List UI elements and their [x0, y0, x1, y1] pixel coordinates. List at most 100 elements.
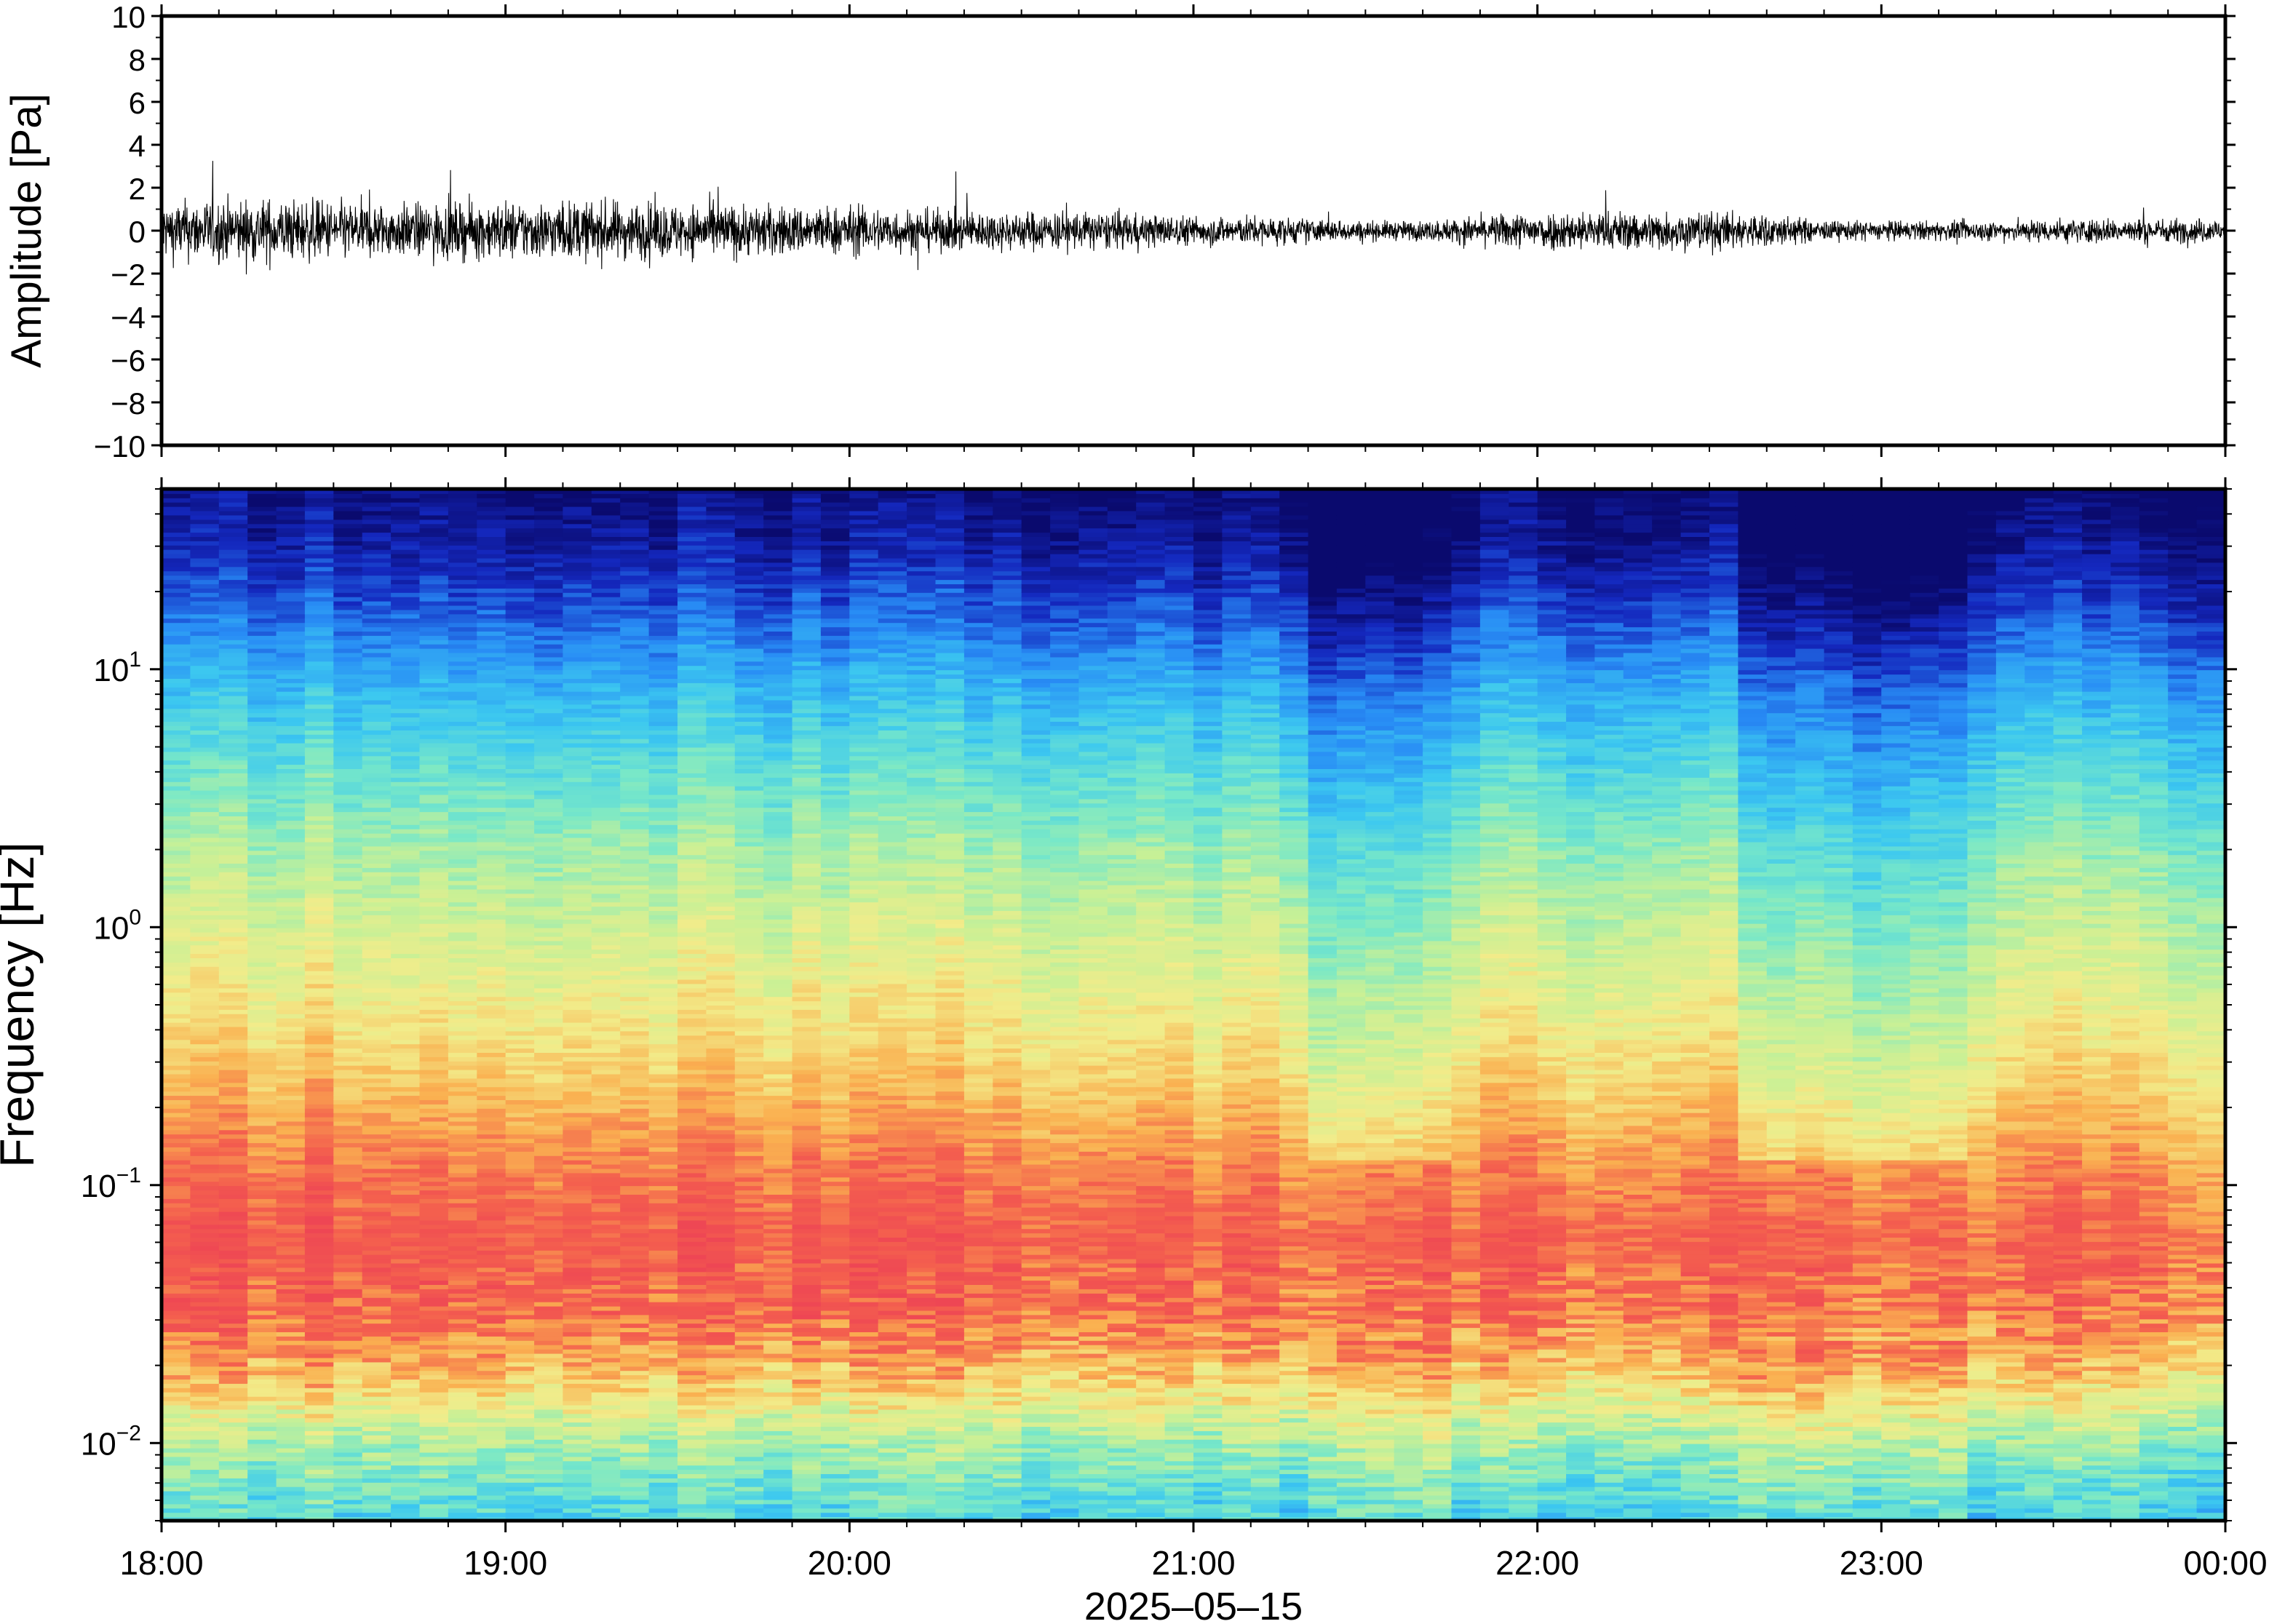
- spectrogram-cell: [534, 729, 564, 735]
- spectrogram-cell: [304, 811, 335, 816]
- spectrogram-cell: [247, 832, 277, 838]
- spectrogram-cell: [591, 1481, 621, 1487]
- spectrogram-cell: [505, 682, 536, 688]
- spectrogram-cell: [419, 747, 449, 752]
- spectrogram-cell: [534, 725, 564, 731]
- spectrogram-cell: [276, 1095, 306, 1100]
- spectrogram-cell: [677, 1060, 707, 1066]
- spectrogram-cell: [534, 523, 564, 529]
- spectrogram-cell: [247, 850, 277, 856]
- spectrogram-cell: [162, 996, 191, 1002]
- spectrogram-cell: [218, 837, 249, 843]
- spectrogram-cell: [734, 1271, 765, 1277]
- spectrogram-cell: [333, 729, 363, 735]
- spectrogram-cell: [706, 1396, 736, 1401]
- spectrogram-cell: [190, 1275, 220, 1281]
- spectrogram-cell: [304, 794, 335, 800]
- spectrogram-cell: [333, 1297, 363, 1302]
- spectrogram-cell: [648, 497, 678, 503]
- spectrogram-cell: [591, 1387, 621, 1393]
- spectrogram-cell: [333, 1391, 363, 1397]
- spectrogram-cell: [362, 725, 392, 731]
- spectrogram-cell: [648, 1022, 678, 1027]
- spectrogram-cell: [620, 1245, 650, 1251]
- spectrogram-cell: [505, 996, 536, 1002]
- spectrogram-cell: [706, 1138, 736, 1144]
- spectrogram-cell: [218, 1438, 249, 1444]
- spectrogram-cell: [448, 1438, 478, 1444]
- spectrogram-cell: [591, 1438, 621, 1444]
- spectrogram-cell: [648, 1103, 678, 1109]
- spectrogram-cell: [362, 837, 392, 843]
- spectrogram-cell: [333, 803, 363, 808]
- spectrogram-cell: [162, 1426, 191, 1431]
- spectrogram-cell: [190, 923, 220, 928]
- spectrogram-cell: [333, 1379, 363, 1384]
- spectrogram-cell: [247, 634, 277, 640]
- spectrogram-cell: [563, 1035, 592, 1040]
- spectrogram-cell: [620, 888, 650, 894]
- spectrogram-cell: [333, 992, 363, 998]
- spectrogram-cell: [648, 1366, 678, 1372]
- spectrogram-cell: [218, 708, 249, 714]
- spectrogram-cell: [477, 859, 506, 864]
- spectrogram-cell: [677, 742, 707, 748]
- spectrogram-cell: [477, 1150, 506, 1156]
- spectrogram-cell: [706, 514, 736, 520]
- spectrogram-cell: [419, 682, 449, 688]
- spectrogram-cell: [448, 634, 478, 640]
- spectrogram-cell: [419, 927, 449, 933]
- spectrogram-cell: [448, 1387, 478, 1393]
- spectrogram-cell: [247, 557, 277, 563]
- spectrogram-cell: [648, 979, 678, 984]
- spectrogram-cell: [276, 532, 306, 537]
- spectrogram-cell: [419, 1413, 449, 1419]
- spectrogram-cell: [448, 1508, 478, 1513]
- spectrogram-cell: [505, 1241, 536, 1246]
- spectrogram-cell: [162, 816, 191, 821]
- spectrogram-cell: [276, 867, 306, 872]
- spectrogram-cell: [362, 1237, 392, 1242]
- spectrogram-cell: [247, 983, 277, 989]
- spectrogram-cell: [591, 712, 621, 718]
- spectrogram-cell: [362, 489, 392, 494]
- spectrogram-cell: [706, 1215, 736, 1221]
- spectrogram-cell: [304, 549, 335, 554]
- spectrogram-cell: [304, 974, 335, 980]
- spectrogram-cell: [218, 1280, 249, 1285]
- spectrogram-cell: [162, 1305, 191, 1311]
- spectrogram-cell: [677, 910, 707, 915]
- spectrogram-cell: [162, 1082, 191, 1088]
- spectrogram-cell: [218, 523, 249, 529]
- spectrogram-cell: [563, 622, 592, 628]
- spectrogram-cell: [304, 661, 335, 666]
- spectrogram-cell: [247, 906, 277, 911]
- spectrogram-cell: [563, 893, 592, 899]
- spectrogram-cell: [162, 785, 191, 791]
- spectrogram-cell: [591, 1357, 621, 1363]
- spectrogram-cell: [706, 1181, 736, 1187]
- spectrogram-cell: [247, 1348, 277, 1354]
- spectrogram-cell: [448, 1245, 478, 1251]
- spectrogram-cell: [419, 953, 449, 958]
- spectrogram-cell: [677, 940, 707, 946]
- spectrogram-cell: [419, 854, 449, 860]
- spectrogram-cell: [391, 755, 421, 761]
- spectrogram-cell: [333, 794, 363, 800]
- spectrogram-cell: [534, 1262, 564, 1268]
- spectrogram-cell: [448, 1447, 478, 1453]
- spectrogram-cell: [648, 867, 678, 872]
- spectrogram-cell: [362, 1206, 392, 1212]
- spectrogram-cell: [419, 1438, 449, 1444]
- spectrogram-cell: [391, 764, 421, 769]
- spectrogram-cell: [218, 1271, 249, 1277]
- spectrogram-cell: [247, 1512, 277, 1518]
- spectrogram-cell: [706, 1039, 736, 1045]
- spectrogram-cell: [419, 738, 449, 744]
- spectrogram-cell: [477, 1357, 506, 1363]
- spectrogram-cell: [333, 1052, 363, 1057]
- spectrogram-cell: [419, 845, 449, 851]
- spectrogram-cell: [620, 923, 650, 928]
- spectrogram-cell: [448, 1473, 478, 1478]
- spectrogram-cell: [391, 1005, 421, 1010]
